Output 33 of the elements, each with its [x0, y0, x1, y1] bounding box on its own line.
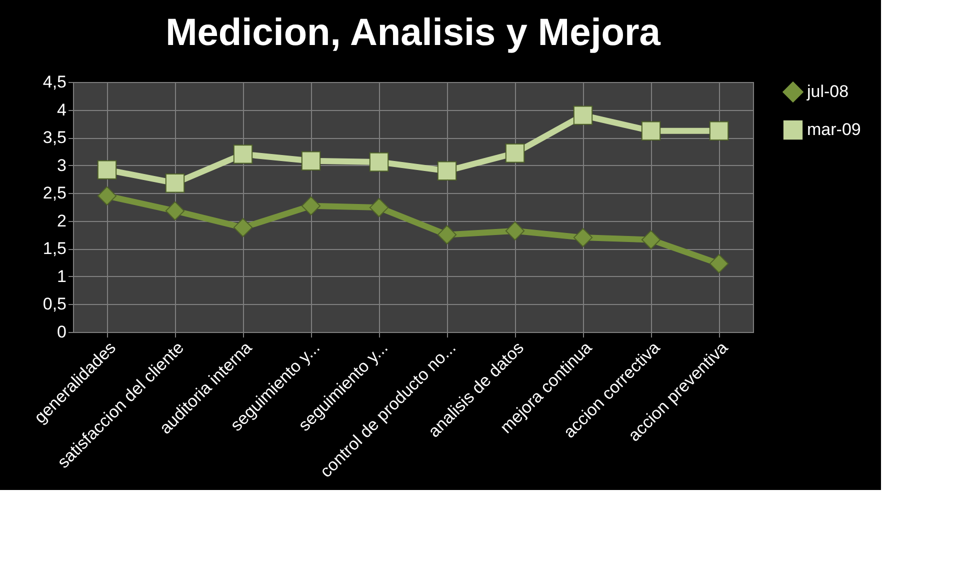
y-tick-label: 0,5 [42, 294, 66, 314]
y-tick-label: 0 [57, 322, 66, 342]
point [437, 225, 457, 244]
point [709, 121, 729, 140]
point [369, 152, 389, 172]
point [369, 198, 389, 218]
point [165, 174, 185, 193]
y-tick-label: 3 [57, 156, 66, 175]
point [437, 161, 457, 180]
chart-title: Medicion, Analisis y Mejora [166, 12, 662, 54]
point [573, 228, 593, 248]
point [301, 196, 321, 216]
point [573, 106, 593, 125]
y-tick-label: 3,5 [42, 128, 66, 148]
point [641, 230, 661, 250]
y-tick-label: 4 [57, 100, 66, 120]
point [97, 160, 117, 180]
y-tick-label: 2,5 [42, 184, 66, 203]
point [641, 121, 661, 140]
y-tick-label: 4,5 [42, 72, 66, 92]
point [165, 201, 185, 220]
point [233, 218, 253, 238]
point [505, 144, 525, 163]
legend-label: jul-08 [806, 82, 849, 101]
legend-label: mar-09 [807, 120, 861, 139]
y-tick-label: 1,5 [42, 239, 66, 258]
y-tick-label: 1 [57, 266, 66, 286]
y-tick-label: 2 [57, 211, 66, 230]
point [709, 254, 729, 274]
point [233, 144, 253, 164]
point [97, 186, 117, 206]
point [301, 151, 321, 170]
point [505, 221, 525, 240]
